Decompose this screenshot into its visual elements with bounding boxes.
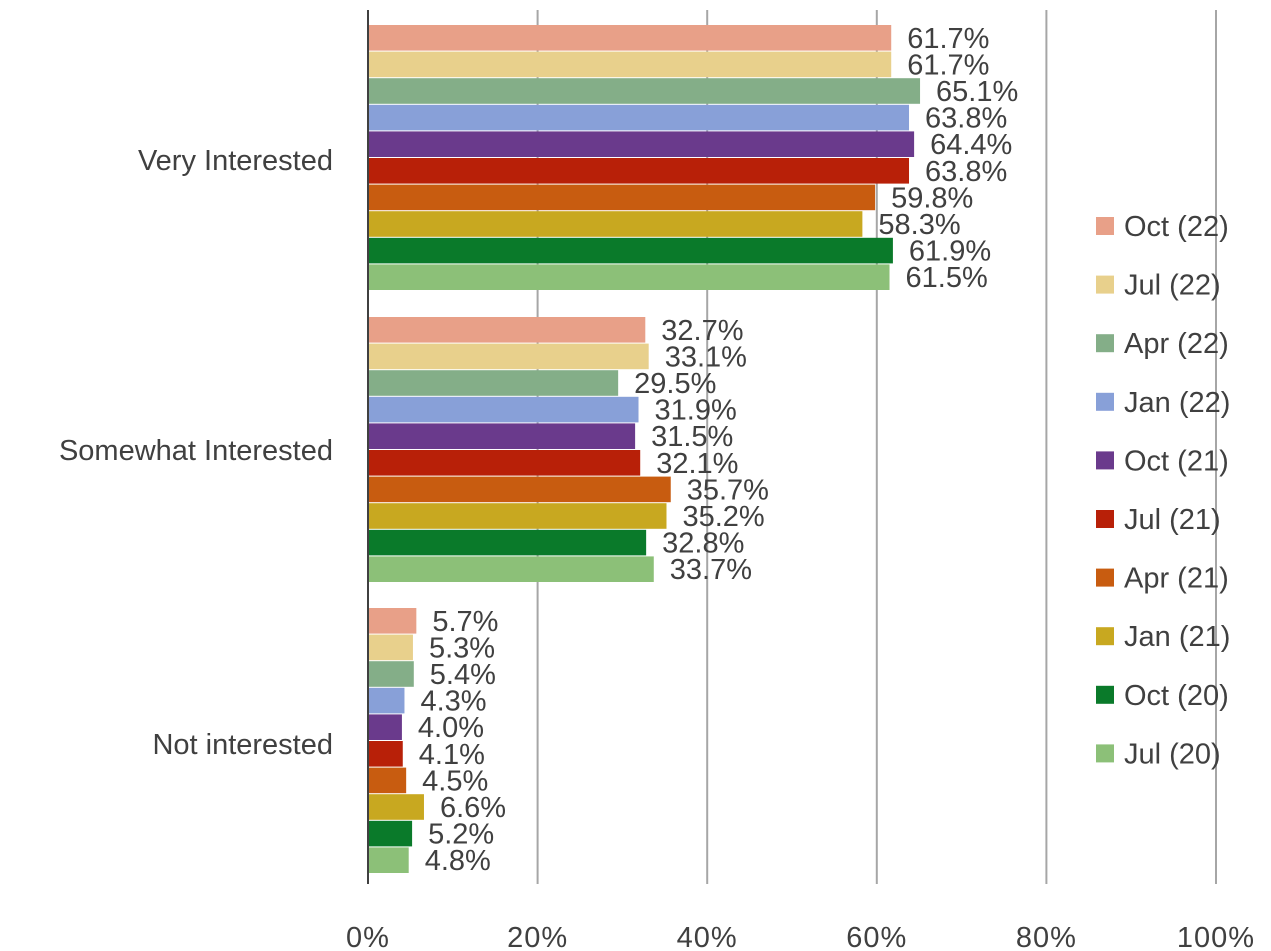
data-label-2-7: 35.7% [687,474,769,506]
category-labels: Very Interested Somewhat Interested Not in… [59,145,333,761]
bar-2-1 [368,317,646,343]
data-label-1-5: 64.4% [930,129,1012,161]
x-tick-label-0: 0% [346,922,390,951]
bars [368,25,921,873]
bar-1-8 [368,211,863,237]
bar-3-1 [368,608,417,634]
bar-3-8 [368,794,424,820]
data-label-3-6: 4.1% [419,739,485,771]
legend-label-6: Jul (21) [1124,504,1221,536]
bar-2-8 [368,503,667,529]
category-label-1: Very Interested [138,145,333,177]
bar-3-9 [368,820,413,847]
data-label-1-10: 61.5% [906,262,988,294]
category-label-3: Not interested [152,729,333,761]
bar-3-2 [368,634,413,661]
x-tick-label-40: 40% [677,922,738,951]
bar-3-6 [368,741,403,767]
legend-label-8: Jan (21) [1124,621,1230,653]
legend-label-10: Jul (20) [1124,738,1221,770]
bar-1-5 [368,131,915,157]
data-labels: 61.7%61.7%65.1%63.8%64.4%63.8%59.8%58.3%… [418,23,1018,877]
bar-2-3 [368,370,619,396]
data-label-3-2: 5.3% [429,632,495,664]
x-tick-label-100: 100% [1177,922,1255,951]
x-tick-labels: 0% 20% 40% 60% 80% 100% [346,922,1255,951]
data-label-1-6: 63.8% [925,156,1007,188]
data-label-1-9: 61.9% [909,236,991,268]
data-label-2-10: 33.7% [670,554,752,586]
data-label-1-8: 58.3% [878,209,960,241]
data-label-2-5: 31.5% [651,421,733,453]
bar-2-4 [368,396,639,423]
data-label-1-2: 61.7% [907,49,989,81]
x-tick-label-80: 80% [1016,922,1077,951]
bar-2-7 [368,476,671,503]
legend: Oct (22) Jul (22) Apr (22) Jan (22) Oct (21)… [1096,211,1230,770]
legend-swatch-9 [1096,685,1114,704]
data-label-2-1: 32.7% [661,315,743,347]
legend-swatch-6 [1096,510,1114,528]
bar-3-7 [368,767,407,794]
legend-label-5: Oct (21) [1124,445,1229,477]
legend-swatch-1 [1096,217,1114,235]
data-label-2-2: 33.1% [665,341,747,373]
data-label-2-4: 31.9% [655,395,737,427]
legend-swatch-10 [1096,744,1114,763]
bar-1-7 [368,184,876,211]
bar-3-3 [368,661,414,687]
bar-1-4 [368,104,910,131]
data-label-3-5: 4.0% [418,712,484,744]
legend-swatch-7 [1096,568,1114,587]
legend-label-3: Apr (22) [1124,328,1229,360]
bar-2-6 [368,450,641,476]
legend-swatch-5 [1096,451,1114,470]
x-tick-label-20: 20% [507,922,568,951]
bar-2-5 [368,423,636,449]
data-label-2-9: 32.8% [662,528,744,560]
data-label-1-3: 65.1% [936,76,1018,108]
bar-1-9 [368,237,893,264]
data-label-3-9: 5.2% [428,819,494,851]
bar-2-9 [368,529,647,556]
bar-1-2 [368,51,892,78]
legend-swatch-3 [1096,334,1114,353]
data-label-3-4: 4.3% [420,686,486,718]
legend-label-7: Apr (21) [1124,563,1229,595]
data-label-3-8: 6.6% [440,792,506,824]
legend-swatch-4 [1096,392,1114,411]
legend-swatch-8 [1096,627,1114,646]
data-label-1-4: 63.8% [925,103,1007,135]
legend-label-2: Jul (22) [1124,270,1221,302]
data-label-2-6: 32.1% [656,448,738,480]
legend-swatch-2 [1096,275,1114,294]
x-tick-label-60: 60% [846,922,907,951]
bar-2-2 [368,343,649,370]
data-label-1-1: 61.7% [907,23,989,55]
data-label-3-3: 5.4% [430,659,496,691]
data-label-3-7: 4.5% [422,765,488,797]
bar-2-10 [368,556,654,582]
data-label-3-10: 4.8% [425,845,491,877]
data-label-2-8: 35.2% [682,501,764,533]
bar-3-5 [368,714,402,740]
data-label-3-1: 5.7% [432,606,498,638]
data-label-1-7: 59.8% [891,182,973,214]
bar-1-3 [368,78,921,104]
legend-label-9: Oct (20) [1124,680,1229,712]
bar-1-6 [368,158,910,184]
data-label-2-3: 29.5% [634,368,716,400]
bar-3-10 [368,847,409,873]
legend-label-1: Oct (22) [1124,211,1229,243]
bar-1-10 [368,264,890,290]
bar-3-4 [368,687,405,714]
legend-label-4: Jan (22) [1124,387,1230,419]
bar-1-1 [368,25,892,51]
category-label-2: Somewhat Interested [59,435,333,467]
